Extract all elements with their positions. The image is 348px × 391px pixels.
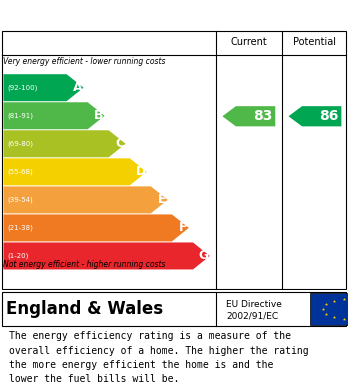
Text: (92-100): (92-100) <box>7 84 37 91</box>
Text: Potential: Potential <box>293 38 337 47</box>
Text: Energy Efficiency Rating: Energy Efficiency Rating <box>9 7 219 23</box>
Polygon shape <box>3 102 105 129</box>
Text: F: F <box>179 221 188 235</box>
Polygon shape <box>3 130 126 157</box>
Text: (21-38): (21-38) <box>7 225 33 231</box>
Text: Very energy efficient - lower running costs: Very energy efficient - lower running co… <box>3 57 166 66</box>
Polygon shape <box>3 74 84 101</box>
Text: 2002/91/EC: 2002/91/EC <box>226 311 278 320</box>
Text: England & Wales: England & Wales <box>6 300 164 318</box>
Polygon shape <box>3 242 210 269</box>
Text: E: E <box>158 194 167 206</box>
Polygon shape <box>3 158 147 185</box>
Bar <box>310 293 348 325</box>
Text: The energy efficiency rating is a measure of the
overall efficiency of a home. T: The energy efficiency rating is a measur… <box>9 331 308 384</box>
Text: Current: Current <box>230 38 267 47</box>
Text: A: A <box>73 81 82 94</box>
Polygon shape <box>3 214 189 241</box>
Text: (81-91): (81-91) <box>7 113 33 119</box>
Text: 86: 86 <box>319 109 339 123</box>
Polygon shape <box>3 187 168 213</box>
Polygon shape <box>222 106 275 126</box>
Text: (1-20): (1-20) <box>7 253 28 259</box>
Text: (39-54): (39-54) <box>7 197 33 203</box>
Text: Not energy efficient - higher running costs: Not energy efficient - higher running co… <box>3 260 166 269</box>
Text: B: B <box>94 109 104 122</box>
Text: EU Directive: EU Directive <box>226 300 282 309</box>
Polygon shape <box>288 106 341 126</box>
Text: G: G <box>199 249 209 262</box>
Text: C: C <box>116 137 125 150</box>
Text: 83: 83 <box>253 109 272 123</box>
Text: (69-80): (69-80) <box>7 140 33 147</box>
Text: D: D <box>135 165 146 178</box>
Text: (55-68): (55-68) <box>7 169 33 175</box>
